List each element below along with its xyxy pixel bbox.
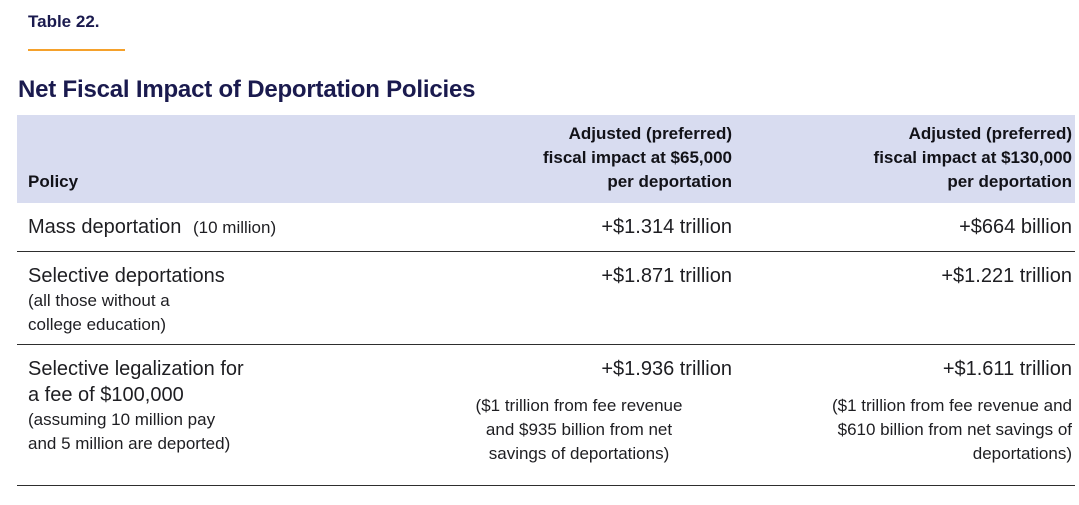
- impact-65000-cell: +$1.314 trillion: [420, 214, 735, 251]
- policy-cell: Selective deportations (all those withou…: [17, 263, 420, 344]
- table-row-selective-deportations: Selective deportations (all those withou…: [17, 252, 1075, 345]
- policy-text: Selective deportations: [28, 265, 225, 287]
- impact-65000-value: +$1.871 trillion: [601, 265, 732, 287]
- table-header-row: Policy Adjusted (preferred) fiscal impac…: [17, 115, 1075, 203]
- policy-text: Mass deportation: [28, 216, 182, 238]
- impact-65000-value: +$1.936 trillion: [601, 358, 732, 380]
- impact-130000-value: +$664 billion: [959, 216, 1072, 238]
- table-title: Net Fiscal Impact of Deportation Policie…: [18, 76, 476, 103]
- impact-65000-cell: +$1.871 trillion: [420, 263, 735, 344]
- policy-column-header: Policy: [28, 172, 79, 191]
- impact-130000-value: +$1.611 trillion: [942, 358, 1072, 380]
- policy-note: (assuming 10 million pay and 5 million a…: [28, 410, 231, 453]
- policy-cell: Selective legalization for a fee of $100…: [17, 356, 420, 485]
- policy-text: Selective legalization for a fee of $100…: [28, 358, 244, 406]
- policy-cell: Mass deportation (10 million): [17, 214, 420, 251]
- table-row-selective-legalization: Selective legalization for a fee of $100…: [17, 345, 1075, 486]
- impact-65000-column-header: Adjusted (preferred) fiscal impact at $6…: [542, 124, 732, 191]
- impact-65000-value: +$1.314 trillion: [601, 216, 732, 238]
- table-row-mass-deportation: Mass deportation (10 million) +$1.314 tr…: [17, 203, 1075, 252]
- fiscal-impact-table: Policy Adjusted (preferred) fiscal impac…: [17, 115, 1075, 486]
- accent-underline: [28, 49, 125, 51]
- policy-note: (10 million): [192, 218, 277, 237]
- impact-130000-value: +$1.221 trillion: [941, 265, 1072, 287]
- policy-note: (all those without a college education): [28, 291, 170, 334]
- impact-130000-column-header: Adjusted (preferred) fiscal impact at $1…: [873, 124, 1072, 191]
- impact-130000-note: ($1 trillion from fee revenue and $610 b…: [831, 396, 1072, 463]
- impact-130000-cell: +$1.611 trillion ($1 trillion from fee r…: [735, 356, 1075, 485]
- table-number-label: Table 22.: [28, 12, 100, 31]
- impact-130000-cell: +$664 billion: [735, 214, 1075, 251]
- impact-130000-cell: +$1.221 trillion: [735, 263, 1075, 344]
- impact-65000-cell: +$1.936 trillion ($1 trillion from fee r…: [420, 356, 735, 485]
- impact-65000-note: ($1 trillion from fee revenue and $935 b…: [475, 396, 683, 463]
